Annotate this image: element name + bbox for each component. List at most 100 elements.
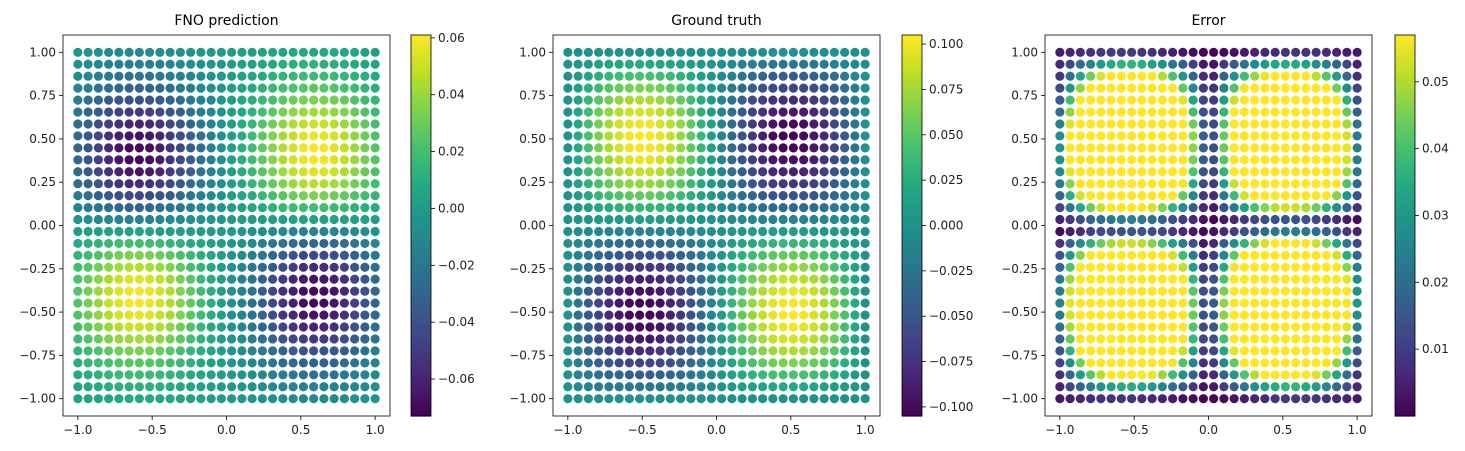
data-point [809, 131, 819, 141]
data-point [655, 95, 665, 105]
data-point [1198, 358, 1208, 368]
colorbar-segment [411, 373, 431, 379]
colorbar-segment [902, 406, 922, 412]
data-point [360, 143, 370, 153]
data-point [583, 298, 593, 308]
data-point [114, 286, 124, 296]
colorbar-segment [902, 211, 922, 217]
data-point [93, 382, 103, 392]
data-point [563, 286, 573, 296]
colorbar-tick-label: 0.04 [438, 88, 465, 102]
colorbar-segment [411, 335, 431, 341]
data-point [1280, 59, 1290, 69]
data-point [1198, 202, 1208, 213]
data-point [768, 95, 778, 105]
colorbar-segment [1395, 363, 1415, 369]
data-point [329, 179, 339, 189]
colorbar-tick-label: −0.06 [438, 372, 475, 386]
colorbar-segment [411, 282, 431, 289]
data-point [1106, 250, 1116, 260]
data-point [1106, 370, 1116, 380]
data-point [758, 214, 768, 225]
data-point [788, 71, 798, 81]
data-point [563, 382, 573, 392]
data-point [706, 334, 716, 344]
data-point [1239, 167, 1249, 177]
data-point [563, 298, 573, 308]
data-point [604, 394, 614, 404]
data-point [329, 310, 339, 320]
data-point [329, 107, 339, 117]
colorbar-segment [902, 63, 922, 69]
data-point [717, 47, 727, 57]
colorbar-segment [1395, 35, 1415, 41]
data-point [155, 250, 165, 260]
data-point [788, 358, 798, 368]
data-point [237, 358, 247, 368]
data-point [370, 322, 380, 332]
data-point [676, 167, 686, 177]
data-point [329, 191, 339, 201]
data-point [840, 346, 850, 356]
data-point [165, 250, 175, 260]
data-point [298, 250, 308, 260]
colorbar-segment [902, 87, 922, 93]
data-point [1137, 250, 1147, 260]
data-point [1239, 238, 1249, 249]
data-point [350, 71, 360, 81]
data-point [298, 71, 308, 81]
data-point [583, 119, 593, 129]
data-point [370, 179, 380, 189]
data-point [360, 298, 370, 308]
data-point [1065, 322, 1075, 332]
data-point [257, 47, 267, 57]
x-tick-label: 0.5 [1273, 423, 1292, 437]
data-point [583, 59, 593, 69]
data-point [747, 179, 757, 189]
data-point [1332, 274, 1342, 284]
data-point [717, 298, 727, 308]
data-point [104, 298, 114, 308]
data-point [1188, 83, 1198, 93]
data-point [1342, 250, 1352, 260]
colorbar-segment [902, 111, 922, 117]
data-point [1352, 310, 1362, 320]
colorbar-segment [1395, 82, 1415, 88]
data-point [175, 59, 185, 69]
data-point [706, 155, 716, 165]
data-point [237, 191, 247, 201]
data-point [360, 47, 370, 57]
data-point [624, 382, 634, 392]
data-point [850, 143, 860, 153]
data-point [1086, 107, 1096, 117]
data-point [247, 191, 257, 201]
data-point [696, 143, 706, 153]
data-point [196, 179, 206, 189]
data-point [298, 322, 308, 332]
data-point [1321, 262, 1331, 272]
data-point [1229, 322, 1239, 332]
data-point [1342, 107, 1352, 117]
data-point [1055, 107, 1065, 117]
data-point [686, 322, 696, 332]
data-point [747, 262, 757, 272]
data-point [93, 274, 103, 284]
data-point [655, 238, 665, 249]
data-point [788, 167, 798, 177]
data-point [1311, 143, 1321, 153]
colorbar-segment [902, 296, 922, 303]
data-point [829, 143, 839, 153]
data-point [1311, 107, 1321, 117]
data-point [594, 334, 604, 344]
data-point [1086, 346, 1096, 356]
colorbar-tick-label: −0.100 [929, 400, 973, 414]
data-point [706, 214, 716, 225]
data-point [237, 310, 247, 320]
data-point [1096, 262, 1106, 272]
data-point [124, 310, 134, 320]
data-point [145, 298, 155, 308]
data-point [1096, 346, 1106, 356]
data-point [134, 131, 144, 141]
data-point [747, 394, 757, 404]
data-point [175, 226, 185, 237]
